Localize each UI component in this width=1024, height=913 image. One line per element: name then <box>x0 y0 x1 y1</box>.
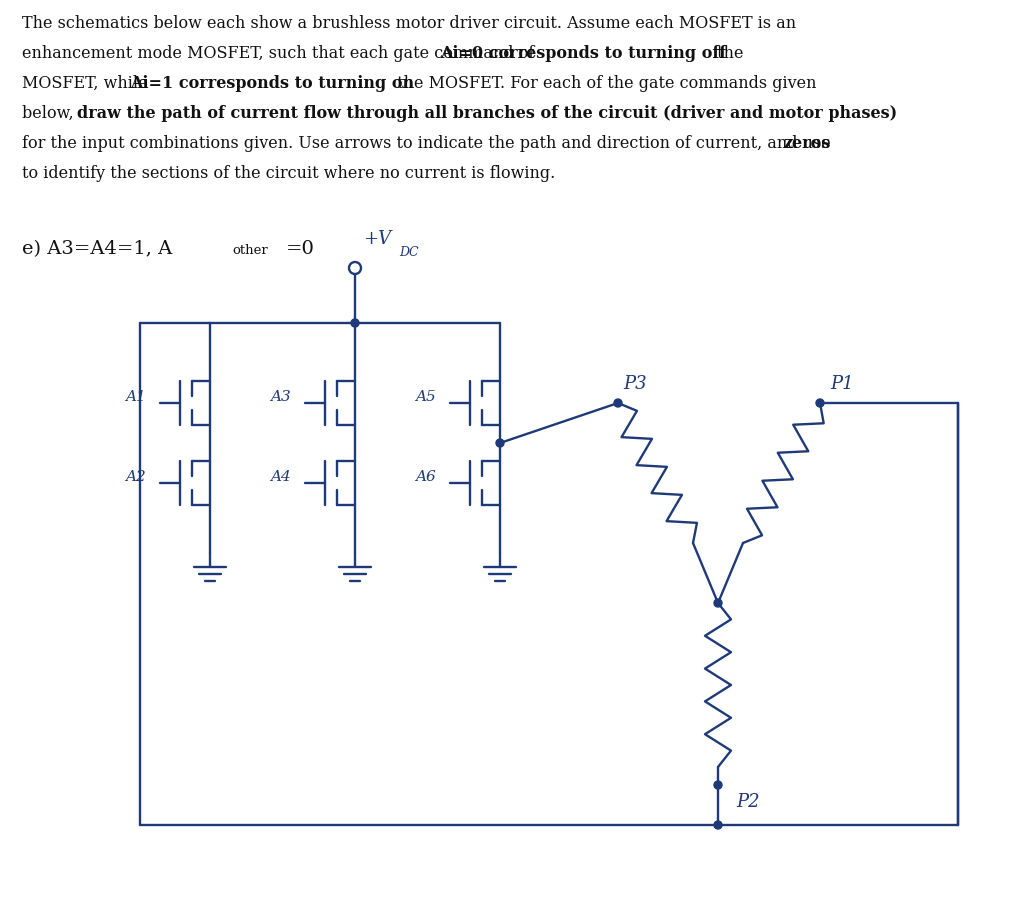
Text: A3: A3 <box>270 390 291 404</box>
Text: P3: P3 <box>623 375 646 393</box>
Circle shape <box>351 319 359 327</box>
Circle shape <box>496 439 504 447</box>
Text: A4: A4 <box>270 470 291 484</box>
Text: MOSFET, while: MOSFET, while <box>22 75 153 92</box>
Text: =0: =0 <box>286 240 314 258</box>
Text: P1: P1 <box>830 375 854 393</box>
Text: the MOSFET. For each of the gate commands given: the MOSFET. For each of the gate command… <box>392 75 816 92</box>
Text: for the input combinations given. Use arrows to indicate the path and direction : for the input combinations given. Use ar… <box>22 135 836 152</box>
Text: to identify the sections of the circuit where no current is flowing.: to identify the sections of the circuit … <box>22 165 555 182</box>
Circle shape <box>816 399 824 407</box>
Text: A1: A1 <box>125 390 145 404</box>
Circle shape <box>714 781 722 789</box>
Text: The schematics below each show a brushless motor driver circuit. Assume each MOS: The schematics below each show a brushle… <box>22 15 796 32</box>
Text: enhancement mode MOSFET, such that each gate command of: enhancement mode MOSFET, such that each … <box>22 45 540 62</box>
Text: below,: below, <box>22 105 79 122</box>
Text: the: the <box>712 45 743 62</box>
Text: e) A3=A4=1, A: e) A3=A4=1, A <box>22 240 172 258</box>
Text: other: other <box>232 244 267 257</box>
Circle shape <box>714 599 722 607</box>
Circle shape <box>614 399 622 407</box>
Text: P2: P2 <box>736 793 760 811</box>
Circle shape <box>714 821 722 829</box>
Text: draw the path of current flow through all branches of the circuit (driver and mo: draw the path of current flow through al… <box>77 105 897 122</box>
Text: DC: DC <box>399 246 419 259</box>
Text: Ai=0 corresponds to turning off: Ai=0 corresponds to turning off <box>440 45 726 62</box>
Text: zeros: zeros <box>784 135 831 152</box>
Text: A5: A5 <box>415 390 436 404</box>
Text: +V: +V <box>362 230 391 248</box>
Text: Ai=1 corresponds to turning on: Ai=1 corresponds to turning on <box>130 75 414 92</box>
Text: A2: A2 <box>125 470 145 484</box>
Text: A6: A6 <box>415 470 436 484</box>
